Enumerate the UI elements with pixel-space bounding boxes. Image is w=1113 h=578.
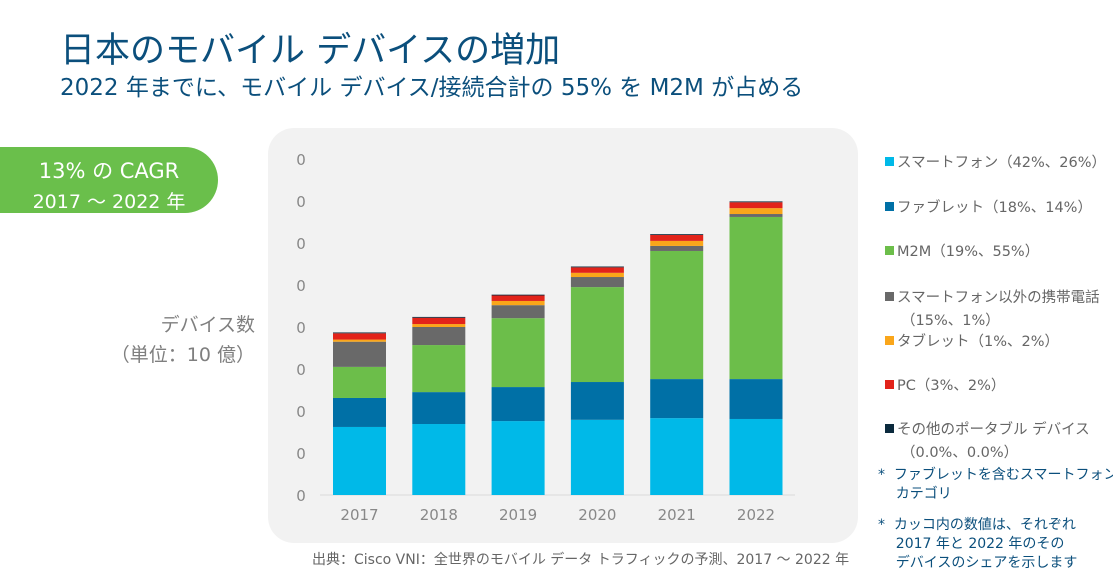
- bar-segment-tablet-2018: [412, 324, 466, 327]
- bar-segment-nonsmart-2017: [333, 341, 386, 367]
- note-line: カテゴリ: [878, 486, 952, 502]
- legend-label: スマートフォン（42%、26%）: [897, 155, 1107, 171]
- cagr-period: 2017 ～ 2022 年: [32, 191, 186, 213]
- y-tick-label: 0: [296, 151, 306, 169]
- bar-segment-nonsmart-2020: [570, 277, 624, 288]
- page-title: 日本のモバイル デバイスの増加: [60, 31, 561, 71]
- legend-swatch: [885, 292, 894, 301]
- note-line: * ファブレットを含むスマートフォン: [878, 467, 1113, 483]
- legend-swatch: [885, 246, 894, 255]
- bar-segment-tablet-2020: [570, 272, 624, 278]
- bar-segment-nonsmart-2021: [650, 245, 704, 251]
- y-axis-label-line1: デバイス数: [160, 314, 255, 336]
- legend-swatch: [885, 380, 894, 389]
- legend-label: PC（3%、2%）: [897, 378, 1006, 394]
- x-tick-label: 2021: [658, 506, 696, 524]
- note-line: 2017 年と 2022 年のその: [878, 536, 1065, 552]
- source-citation: 出典：Cisco VNI：全世界のモバイル データ トラフィックの予測、2017…: [312, 552, 850, 568]
- legend-label: M2M（19%、55%）: [897, 244, 1040, 260]
- cagr-value: 13% の CAGR: [38, 159, 180, 183]
- bar-segment-m2m-2019: [491, 318, 545, 388]
- bar-segment-other-2020: [570, 266, 624, 268]
- bar-segment-tablet-2021: [650, 240, 704, 246]
- legend-swatch: [885, 202, 894, 211]
- x-tick-label: 2022: [737, 506, 775, 524]
- y-tick-label: 0: [296, 235, 306, 253]
- y-tick-label: 0: [296, 277, 306, 295]
- y-tick-label: 0: [296, 193, 306, 211]
- page-subtitle: 2022 年までに、モバイル デバイス/接続合計の 55% を M2M が占める: [60, 75, 804, 101]
- x-tick-label: 2019: [499, 506, 537, 524]
- bar-segment-nonsmart-2019: [491, 305, 545, 319]
- legend-label-share: （0.0%、0.0%）: [901, 445, 1019, 461]
- y-tick-label: 0: [296, 361, 306, 379]
- bar-segment-smartphone-2017: [333, 426, 386, 495]
- bar-segment-pc-2018: [412, 317, 466, 325]
- y-axis-label-line2: （単位：10 億）: [110, 344, 255, 366]
- legend-item-pc: PC（3%、2%）: [885, 374, 1005, 395]
- bar-segment-other-2019: [491, 294, 545, 296]
- bar-segment-nonsmart-2022: [729, 214, 783, 217]
- legend-label: ファブレット（18%、14%）: [897, 200, 1092, 216]
- bar-segment-pc-2020: [570, 267, 624, 273]
- bar-segment-other-2022: [729, 201, 783, 203]
- legend-item-other: その他のポータブル デバイス （0.0%、0.0%）: [885, 418, 1090, 462]
- bar-segment-m2m-2017: [333, 366, 386, 398]
- bar-segment-m2m-2018: [412, 345, 466, 393]
- bar-segment-nonsmart-2018: [412, 327, 466, 346]
- bar-segment-smartphone-2022: [729, 418, 783, 495]
- legend-item-phablet: ファブレット（18%、14%）: [885, 196, 1092, 217]
- legend-label-share: （15%、1%）: [901, 313, 1000, 329]
- cagr-badge: 13% の CAGR 2017 ～ 2022 年: [0, 147, 218, 213]
- bar-segment-phablet-2017: [333, 397, 386, 427]
- legend-item-m2m: M2M（19%、55%）: [885, 240, 1039, 261]
- note-phablet: * ファブレットを含むスマートフォン カテゴリ: [878, 466, 1113, 504]
- x-tick-label: 2018: [420, 506, 458, 524]
- bar-segment-smartphone-2018: [412, 424, 466, 495]
- legend-label: スマートフォン以外の携帯電話: [897, 290, 1100, 306]
- bar-segment-other-2017: [333, 332, 386, 334]
- bar-segment-pc-2021: [650, 235, 704, 241]
- legend-label: タブレット（1%、2%）: [897, 334, 1060, 350]
- legend-swatch: [885, 157, 894, 166]
- bar-segment-phablet-2021: [650, 379, 704, 419]
- bar-segment-smartphone-2021: [650, 418, 704, 495]
- y-tick-label: 0: [296, 487, 306, 505]
- x-tick-label: 2020: [578, 506, 616, 524]
- bar-segment-smartphone-2019: [491, 421, 545, 495]
- y-tick-label: 0: [296, 319, 306, 337]
- bar-segment-tablet-2017: [333, 339, 386, 342]
- bar-segment-phablet-2018: [412, 392, 466, 425]
- legend-item-smartphone: スマートフォン（42%、26%）: [885, 151, 1106, 172]
- bar-segment-phablet-2020: [570, 382, 624, 420]
- bar-segment-pc-2017: [333, 333, 386, 340]
- bar-segment-m2m-2021: [650, 250, 704, 380]
- y-tick-label: 0: [296, 445, 306, 463]
- bar-segment-other-2021: [650, 234, 704, 236]
- legend-item-nonsmart: スマートフォン以外の携帯電話 （15%、1%）: [885, 286, 1100, 330]
- bar-segment-smartphone-2020: [570, 419, 624, 495]
- legend-swatch: [885, 336, 894, 345]
- bar-segment-tablet-2019: [491, 300, 545, 306]
- bar-segment-other-2018: [412, 316, 466, 318]
- x-tick-label: 2017: [340, 506, 378, 524]
- y-axis-label: デバイス数 （単位：10 億）: [111, 310, 255, 370]
- bar-segment-pc-2019: [491, 295, 545, 301]
- y-tick-label: 0: [296, 403, 306, 421]
- bar-segment-phablet-2019: [491, 387, 545, 422]
- legend-label: その他のポータブル デバイス: [897, 422, 1090, 438]
- note-share: * カッコ内の数値は、それぞれ 2017 年と 2022 年のその デバイスのシ…: [878, 516, 1077, 573]
- legend-swatch: [885, 424, 894, 433]
- bar-segment-m2m-2020: [570, 287, 624, 383]
- note-line: * カッコ内の数値は、それぞれ: [878, 517, 1076, 533]
- note-line: デバイスのシェアを示します: [878, 555, 1078, 571]
- bar-segment-phablet-2022: [729, 379, 783, 419]
- bar-segment-pc-2022: [729, 202, 783, 209]
- bar-segment-m2m-2022: [729, 216, 783, 380]
- bar-segment-tablet-2022: [729, 208, 783, 215]
- legend-item-tablet: タブレット（1%、2%）: [885, 330, 1059, 351]
